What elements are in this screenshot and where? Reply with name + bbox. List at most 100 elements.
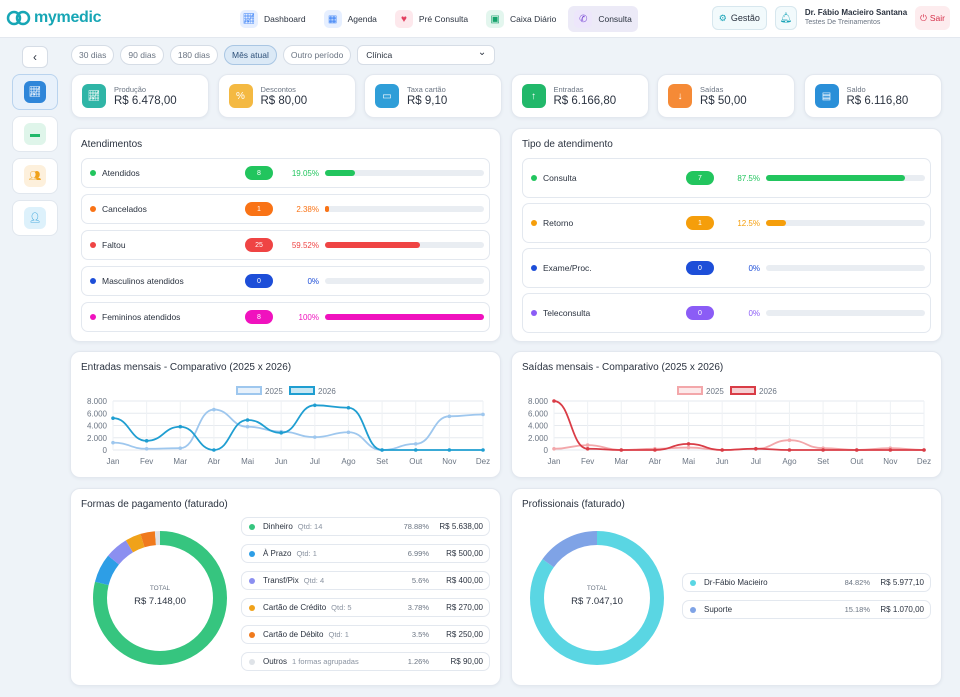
- data-point[interactable]: [313, 403, 317, 408]
- sidebar-item-finance[interactable]: ▬: [12, 116, 58, 152]
- data-point[interactable]: [686, 442, 691, 446]
- data-point[interactable]: [686, 445, 691, 450]
- nav-item-pr-consulta[interactable]: ♥ Pré Consulta: [389, 6, 474, 32]
- data-point[interactable]: [552, 399, 556, 403]
- slice-value: R$ 400,00: [446, 576, 483, 585]
- data-point[interactable]: [481, 448, 485, 452]
- users-icon: 👥︎: [24, 165, 46, 187]
- nav-label: Agenda: [347, 14, 377, 24]
- data-point[interactable]: [178, 424, 183, 429]
- legend-dot: [90, 206, 96, 212]
- data-point[interactable]: [346, 405, 351, 410]
- filter-option[interactable]: 30 dias: [71, 45, 115, 65]
- data-point[interactable]: [413, 448, 418, 452]
- data-point[interactable]: [380, 448, 384, 452]
- data-point[interactable]: [212, 448, 216, 452]
- count-badge: 7: [686, 171, 714, 185]
- data-point[interactable]: [653, 448, 657, 452]
- data-point[interactable]: [585, 443, 590, 447]
- chart-icon: 📈︎: [24, 81, 46, 103]
- percent-value: 12.5%: [737, 218, 760, 228]
- entradas-chart-card: Entradas mensais - Comparativo (2025 x 2…: [70, 351, 501, 478]
- stat-row: Exame/Proc. 0 0%: [522, 248, 931, 288]
- percent-value: 100%: [298, 312, 319, 322]
- donut-slice[interactable]: [530, 531, 664, 665]
- data-point[interactable]: [111, 440, 115, 445]
- donut-slice[interactable]: [93, 531, 227, 665]
- data-point[interactable]: [447, 414, 452, 419]
- data-point[interactable]: [144, 446, 149, 451]
- data-point[interactable]: [787, 438, 792, 442]
- kpi-card: ▤ Saldo R$ 6.116,80: [803, 74, 942, 118]
- data-point[interactable]: [585, 446, 590, 451]
- filter-option[interactable]: 180 dias: [169, 45, 218, 65]
- x-tick-label: Out: [409, 457, 423, 466]
- nav-item-agenda[interactable]: ▦ Agenda: [318, 6, 383, 32]
- legend-item[interactable]: 2025: [677, 386, 724, 396]
- filter-option[interactable]: 90 dias: [120, 45, 164, 65]
- data-point[interactable]: [144, 439, 149, 443]
- sidebar-item-dashboard[interactable]: 📈︎: [12, 74, 58, 110]
- legend-row[interactable]: Cartão de Crédito Qtd: 5 3.78% R$ 270,00: [241, 598, 490, 617]
- data-point[interactable]: [720, 448, 724, 452]
- legend-row[interactable]: Outros 1 formas agrupadas 1.26% R$ 90,00: [241, 652, 490, 671]
- logout-button[interactable]: ⏻ Sair: [915, 6, 950, 30]
- y-tick-label: 0: [103, 446, 108, 455]
- data-point[interactable]: [313, 435, 317, 439]
- chart-title: Saídas mensais - Comparativo (2025 x 202…: [522, 362, 724, 373]
- legend-item[interactable]: 2026: [289, 386, 336, 396]
- data-point[interactable]: [245, 424, 250, 429]
- slice-percent: 5.6%: [411, 576, 429, 585]
- data-point[interactable]: [888, 448, 893, 452]
- data-point[interactable]: [854, 448, 859, 452]
- legend-row[interactable]: Dinheiro Qtd: 14 78.88% R$ 5.638,00: [241, 517, 490, 536]
- chart-legend: 2025 2026: [677, 386, 777, 396]
- slice-percent: 3.5%: [411, 630, 429, 639]
- data-point[interactable]: [821, 448, 825, 452]
- x-tick-label: Jul: [310, 457, 320, 466]
- clinic-select[interactable]: Clínica ⌄: [357, 45, 496, 65]
- data-point[interactable]: [922, 448, 926, 452]
- data-point[interactable]: [178, 446, 183, 450]
- data-point[interactable]: [619, 448, 624, 452]
- gestao-button[interactable]: ⚙ Gestão: [711, 6, 767, 30]
- data-point[interactable]: [552, 446, 556, 451]
- kpi-card: ↓ Saídas R$ 50,00: [657, 74, 795, 118]
- legend-swatch: [730, 386, 756, 395]
- data-point[interactable]: [754, 446, 758, 451]
- nav-item-caixa-di-rio[interactable]: ▣ Caixa Diário: [480, 6, 562, 32]
- nav-item-consulta[interactable]: ✆ Consulta: [568, 6, 638, 32]
- filter-option[interactable]: Outro período: [282, 45, 352, 65]
- sidebar-item-profile[interactable]: 👤︎: [12, 200, 58, 236]
- legend-row[interactable]: Cartão de Débito Qtd: 1 3.5% R$ 250,00: [241, 625, 490, 644]
- data-point[interactable]: [447, 448, 452, 452]
- y-tick-label: 6.000: [528, 409, 549, 418]
- collapse-sidebar-button[interactable]: ‹: [22, 46, 48, 68]
- legend-dot: [90, 242, 96, 248]
- legend-row[interactable]: Transf/Pix Qtd: 4 5.6% R$ 400,00: [241, 571, 490, 590]
- legend-row[interactable]: Dr-Fábio Macieiro 84.82% R$ 5.977,10: [682, 573, 931, 592]
- legend-row[interactable]: À Prazo Qtd: 1 6.99% R$ 500,00: [241, 544, 490, 563]
- slice-value: R$ 5.638,00: [439, 522, 483, 531]
- data-point[interactable]: [111, 416, 115, 420]
- donut-total-value: R$ 7.047,10: [571, 596, 623, 607]
- stat-row: Femininos atendidos 8 100%: [81, 302, 490, 332]
- data-point[interactable]: [787, 448, 792, 452]
- nav-item-dashboard[interactable]: 📈︎ Dashboard: [234, 6, 312, 32]
- stat-row: Masculinos atendidos 0 0%: [81, 266, 490, 296]
- data-point[interactable]: [413, 442, 418, 446]
- data-point[interactable]: [346, 430, 351, 435]
- legend-item[interactable]: 2025: [236, 386, 283, 396]
- data-point[interactable]: [212, 407, 216, 412]
- data-point[interactable]: [245, 418, 250, 422]
- sidebar-item-patients[interactable]: 👥︎: [12, 158, 58, 194]
- legend-item[interactable]: 2026: [730, 386, 777, 396]
- y-tick-label: 8.000: [528, 397, 549, 406]
- data-point[interactable]: [279, 431, 283, 435]
- data-point[interactable]: [481, 412, 485, 417]
- legend-row[interactable]: Suporte 15.18% R$ 1.070,00: [682, 600, 931, 619]
- brand-logo[interactable]: mymedic: [6, 8, 102, 28]
- filter-option[interactable]: Mês atual: [223, 45, 277, 65]
- kpi-value: R$ 6.166,80: [553, 95, 617, 107]
- notifications-button[interactable]: 🔔︎: [774, 6, 797, 30]
